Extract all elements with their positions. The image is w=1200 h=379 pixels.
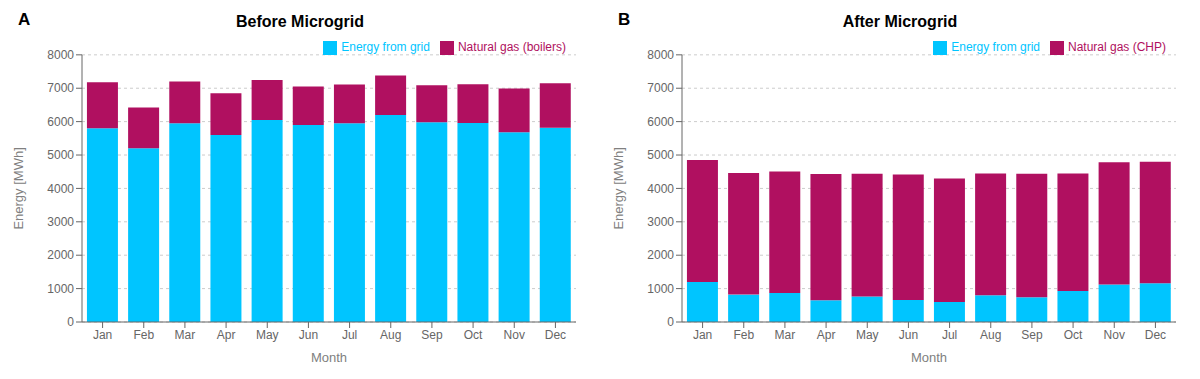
- svg-text:Sep: Sep: [421, 328, 443, 342]
- html-text:Energy from grid: Energy from grid: [341, 40, 430, 54]
- svg-text:2000: 2000: [647, 248, 674, 262]
- svg-text:8000: 8000: [47, 48, 74, 62]
- html-text:Natural gas (CHP): Natural gas (CHP): [1068, 40, 1166, 54]
- svg-text:Nov: Nov: [1104, 328, 1125, 342]
- svg-text:Dec: Dec: [1145, 328, 1166, 342]
- svg-text:Nov: Nov: [504, 328, 525, 342]
- svg-text:2000: 2000: [47, 248, 74, 262]
- svg-text:May: May: [856, 328, 879, 342]
- svg-text:Oct: Oct: [464, 328, 483, 342]
- svg-text:Feb: Feb: [733, 328, 754, 342]
- svg-text:Jul: Jul: [342, 328, 357, 342]
- svg-text:Mar: Mar: [175, 328, 196, 342]
- html-text:Energy from grid: Energy from grid: [951, 40, 1040, 54]
- svg-text:Aug: Aug: [380, 328, 401, 342]
- html-text:Natural gas (boilers): Natural gas (boilers): [458, 40, 566, 54]
- svg-text:4000: 4000: [647, 182, 674, 196]
- svg-text:3000: 3000: [647, 215, 674, 229]
- svg-text:7000: 7000: [47, 81, 74, 95]
- svg-text:Apr: Apr: [217, 328, 236, 342]
- svg-text:1000: 1000: [47, 282, 74, 296]
- svg-text:5000: 5000: [47, 148, 74, 162]
- svg-text:Aug: Aug: [980, 328, 1001, 342]
- svg-text:Mar: Mar: [775, 328, 796, 342]
- svg-text:Oct: Oct: [1064, 328, 1083, 342]
- svg-text:Energy [MWh]: Energy [MWh]: [11, 147, 26, 229]
- svg-text:0: 0: [667, 315, 674, 329]
- svg-text:3000: 3000: [47, 215, 74, 229]
- svg-text:4000: 4000: [47, 182, 74, 196]
- svg-text:Jun: Jun: [899, 328, 918, 342]
- html-text:After Microgrid: After Microgrid: [842, 13, 958, 30]
- svg-text:Month: Month: [311, 350, 347, 365]
- svg-text:Energy [MWh]: Energy [MWh]: [611, 147, 626, 229]
- svg-text:5000: 5000: [647, 148, 674, 162]
- svg-text:Month: Month: [911, 350, 947, 365]
- html-text:Before Microgrid: Before Microgrid: [236, 13, 364, 30]
- svg-text:Jan: Jan: [693, 328, 712, 342]
- svg-text:May: May: [256, 328, 279, 342]
- svg-text:6000: 6000: [647, 115, 674, 129]
- svg-text:7000: 7000: [647, 81, 674, 95]
- svg-text:Jul: Jul: [942, 328, 957, 342]
- svg-text:0: 0: [67, 315, 74, 329]
- svg-text:Feb: Feb: [133, 328, 154, 342]
- svg-text:Jun: Jun: [299, 328, 318, 342]
- svg-text:1000: 1000: [647, 282, 674, 296]
- html-text:B: B: [618, 10, 631, 29]
- svg-text:8000: 8000: [647, 48, 674, 62]
- svg-text:Apr: Apr: [817, 328, 836, 342]
- svg-text:6000: 6000: [47, 115, 74, 129]
- html-text:A: A: [18, 10, 31, 29]
- svg-text:Jan: Jan: [93, 328, 112, 342]
- svg-text:Sep: Sep: [1021, 328, 1043, 342]
- svg-text:Dec: Dec: [545, 328, 566, 342]
